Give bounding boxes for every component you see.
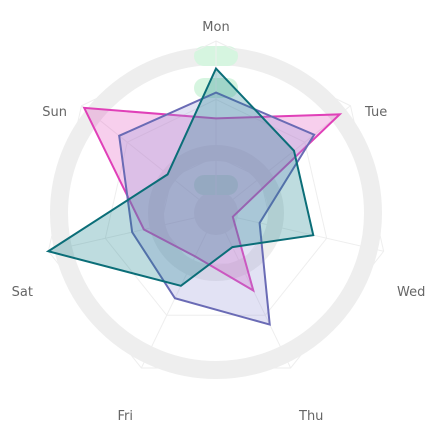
axis-label-mon: Mon (202, 20, 229, 35)
grid-spoke-fri (140, 212, 217, 369)
axis-label-sat: Sat (12, 285, 33, 300)
radar-grid (47, 40, 385, 369)
series-area-group (45, 66, 343, 326)
series-2-area (118, 91, 316, 326)
grid-spoke-sun (81, 105, 217, 214)
grid-spoke-wed (215, 212, 384, 252)
axis-label-tue: Tue (364, 105, 387, 120)
axis-labels: Mon Tue Wed Thu Fri Sat Sun (12, 20, 426, 424)
axis-label-thu: Thu (298, 409, 323, 424)
series-3-area (45, 66, 315, 287)
series-1-area (82, 106, 343, 293)
axis-label-sun: Sun (42, 105, 67, 120)
grid-ring-2 (104, 98, 328, 316)
axis-label-wed: Wed (397, 285, 425, 300)
grid-ring-1 (160, 155, 272, 265)
grid-spoke-tue (215, 105, 351, 214)
grid-ring-3 (47, 40, 385, 369)
axis-label-fri: Fri (118, 409, 134, 424)
